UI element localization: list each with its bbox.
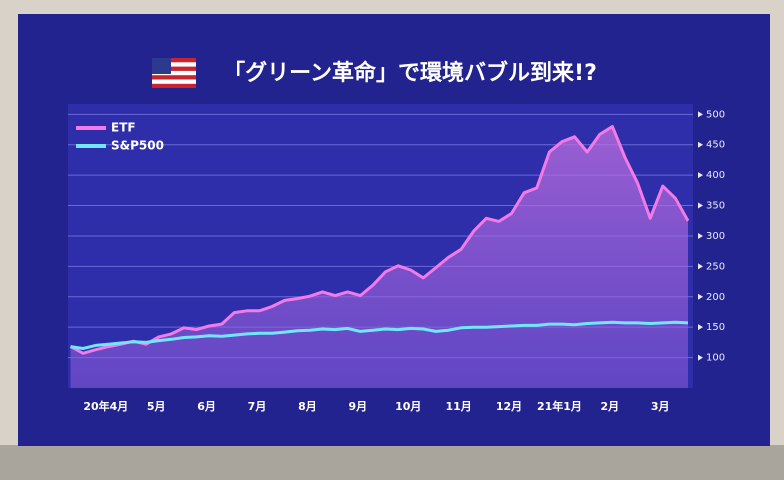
tick-arrow	[698, 111, 703, 118]
tick-arrow	[698, 263, 703, 270]
legend-label: ETF	[111, 121, 136, 135]
y-tick-label: 400	[706, 170, 725, 181]
y-tick-label: 450	[706, 140, 725, 151]
x-tick-label: 3月	[651, 400, 670, 413]
floor	[0, 445, 784, 480]
y-tick-label: 200	[706, 292, 725, 303]
series-line	[70, 320, 689, 350]
y-tick-label: 500	[706, 109, 725, 120]
tick-arrow	[698, 232, 703, 239]
y-tick-label: 350	[706, 201, 725, 212]
x-tick-label: 11月	[445, 400, 471, 413]
y-tick-label: 150	[706, 322, 725, 333]
legend-label: S&P500	[111, 139, 164, 153]
x-tick-label: 20年4月	[83, 399, 128, 413]
tick-arrow	[698, 293, 703, 300]
tick-arrow	[698, 324, 703, 331]
tick-arrow	[698, 202, 703, 209]
x-tick-label: 10月	[395, 400, 421, 413]
tick-arrow	[698, 141, 703, 148]
x-tick-label: 5月	[147, 400, 166, 413]
x-tick-label: 12月	[496, 400, 522, 413]
chart-title: 「グリーン革命」で環境バブル到来!?	[223, 60, 597, 86]
x-tick-label: 6月	[197, 400, 216, 413]
tick-arrow	[698, 172, 703, 179]
series-line	[69, 125, 690, 355]
y-tick-label: 300	[706, 231, 725, 242]
x-tick-label: 9月	[348, 400, 367, 413]
x-tick-label: 8月	[298, 400, 317, 413]
x-tick-label: 21年1月	[537, 399, 582, 413]
us-flag	[152, 58, 196, 88]
x-tick-label: 7月	[248, 400, 267, 413]
tick-arrow	[698, 354, 703, 361]
y-tick-label: 100	[706, 353, 725, 364]
x-tick-label: 2月	[601, 400, 620, 413]
y-tick-label: 250	[706, 261, 725, 272]
